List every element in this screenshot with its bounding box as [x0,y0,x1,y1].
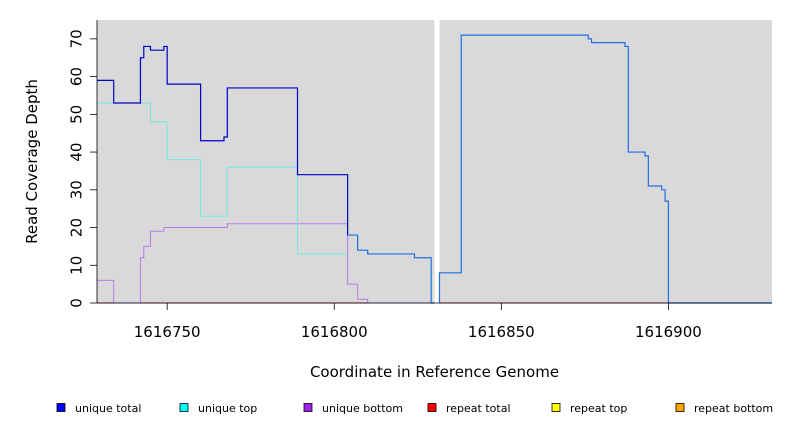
legend-item-repeat-total: repeat total [427,402,511,415]
legend-swatch [56,403,66,412]
legend-swatch [303,403,313,412]
y-tick-label: 10 [67,256,85,275]
legend-swatch [551,403,561,412]
legend-item-unique-total: unique total [56,402,141,415]
legend-label: unique bottom [322,402,403,415]
x-axis-label: Coordinate in Reference Genome [310,363,559,381]
legend-swatch [675,403,685,412]
x-tick-label: 1616850 [468,323,535,341]
legend-label: repeat bottom [694,402,773,415]
series-line-unique-total [347,234,435,304]
y-tick-label: 60 [67,67,85,86]
series-unique-top [97,102,348,255]
series-line-unique-top [97,102,348,255]
legend-label: unique top [198,402,257,415]
legend-item-unique-top: unique top [179,402,257,415]
y-tick-label: 0 [67,298,85,308]
legend-item-repeat-bottom: repeat bottom [675,402,773,415]
x-tick-label: 1616800 [301,323,368,341]
legend-item-unique-bottom: unique bottom [303,402,403,415]
x-tick-label: 1616900 [635,323,702,341]
y-tick-label: 20 [67,218,85,237]
series-line-unique-bottom [97,223,432,304]
y-tick-label: 70 [67,29,85,48]
legend-item-repeat-top: repeat top [551,402,627,415]
series-line-unique-total [97,45,349,236]
coverage-gap [434,20,440,303]
legend-swatch [427,403,437,412]
series-unique-bottom [97,223,432,304]
legend: unique total unique top unique bottom repea… [56,402,773,415]
series-line-unique-total [438,34,772,304]
legend-label: repeat top [570,402,627,415]
legend-label: repeat total [446,402,511,415]
y-tick-label: 40 [67,143,85,162]
y-tick-label: 50 [67,105,85,124]
legend-swatch [179,403,189,412]
x-ticks: 1616750 1616800 1616850 1616900 [134,303,702,341]
y-axis-label: Read Coverage Depth [23,79,41,244]
x-tick-label: 1616750 [134,323,201,341]
y-tick-label: 30 [67,180,85,199]
y-ticks: 0 10 20 30 40 50 60 70 [67,29,97,308]
legend-label: unique total [75,402,141,415]
series-unique-total [97,34,772,304]
